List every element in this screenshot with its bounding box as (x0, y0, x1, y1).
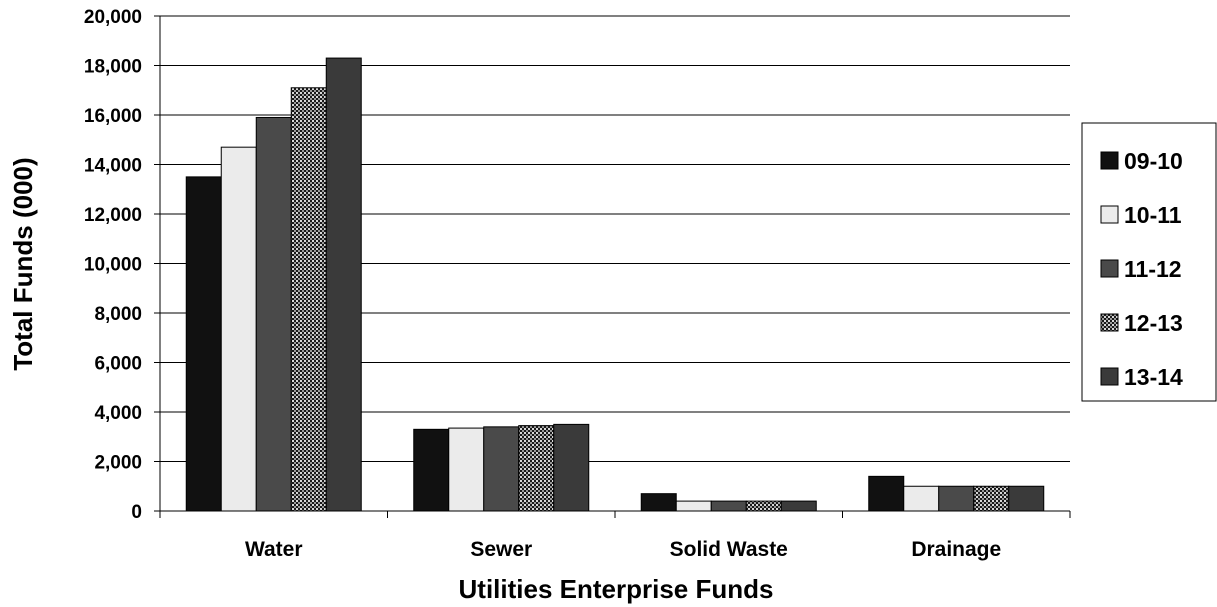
y-tick-label: 14,000 (84, 156, 142, 177)
bar-09-10-sewer (413, 428, 450, 512)
x-tick-label: Water (245, 538, 303, 561)
legend-label: 13-14 (1124, 364, 1183, 390)
bar-11-12-sewer (483, 426, 520, 512)
bar-09-10-water (185, 176, 222, 512)
y-tick-label: 18,000 (84, 57, 142, 78)
legend-swatch (1100, 367, 1119, 386)
legend-swatch (1100, 151, 1119, 170)
bar-12-13-drainage (973, 485, 1010, 512)
bar-10-11-sewer (448, 427, 485, 512)
y-axis-title: Total Funds (000) (8, 157, 38, 370)
legend-swatch (1100, 259, 1119, 278)
bar-10-11-drainage (903, 485, 940, 512)
bar-11-12-drainage (938, 485, 975, 512)
bar-09-10-drainage (868, 475, 905, 512)
bar-13-14-water (325, 57, 362, 512)
x-axis-title: Utilities Enterprise Funds (459, 574, 774, 604)
bar-12-13-water (290, 87, 327, 512)
bar-12-13-solid-waste (745, 500, 782, 512)
bar-11-12-water (255, 116, 292, 512)
bar-09-10-solid-waste (640, 493, 677, 512)
legend: 09-10 10-11 11-12 12-13 13-14 (1081, 122, 1217, 402)
x-tick-label: Drainage (911, 538, 1001, 561)
y-tick-label: 10,000 (84, 255, 142, 276)
bar-13-14-drainage (1008, 485, 1045, 512)
legend-swatch (1100, 313, 1119, 332)
bar-10-11-water (220, 146, 257, 512)
legend-label: 12-13 (1124, 310, 1183, 336)
x-tick-label: Solid Waste (670, 538, 788, 561)
bar-13-14-sewer (553, 423, 590, 512)
bar-13-14-solid-waste (780, 500, 817, 512)
y-tick-label: 16,000 (84, 106, 142, 127)
y-tick-label: 2,000 (94, 453, 142, 474)
y-tick-label: 8,000 (94, 304, 142, 325)
legend-swatch (1100, 205, 1119, 224)
y-tick-label: 4,000 (94, 403, 142, 424)
legend-label: 11-12 (1124, 256, 1182, 282)
bar-11-12-solid-waste (710, 500, 747, 512)
y-tick-label: 6,000 (94, 354, 142, 375)
y-tick-label: 20,000 (84, 7, 142, 28)
legend-label: 10-11 (1124, 202, 1182, 228)
x-tick-label: Sewer (470, 538, 532, 561)
bar-12-13-sewer (518, 425, 555, 512)
bar-10-11-solid-waste (675, 500, 712, 512)
y-tick-label: 0 (131, 502, 142, 523)
legend-label: 09-10 (1124, 148, 1183, 174)
y-tick-label: 12,000 (84, 205, 142, 226)
